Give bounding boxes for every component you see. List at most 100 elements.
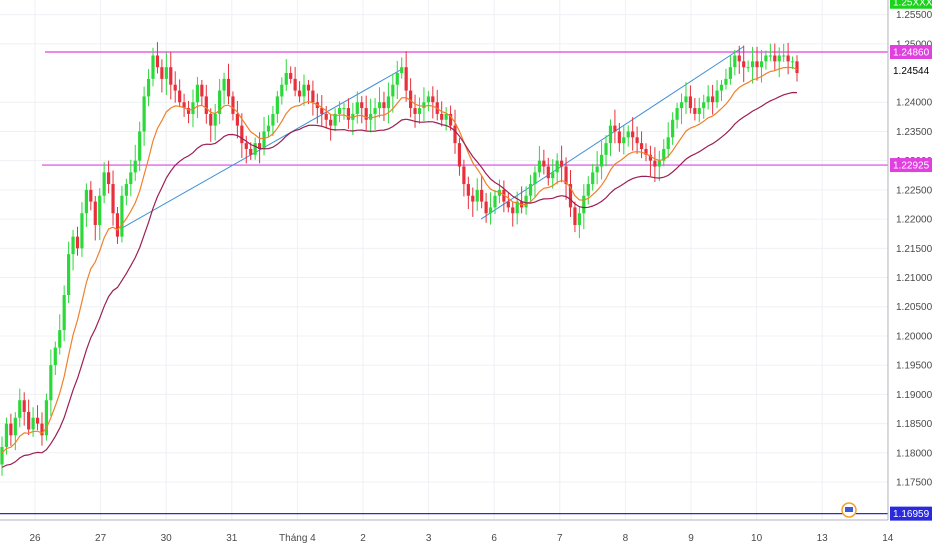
x-tick-label: 26 xyxy=(29,533,41,544)
candle-body xyxy=(631,131,635,138)
candle-body xyxy=(493,195,497,208)
candle-body xyxy=(164,67,168,79)
candle-body xyxy=(160,67,164,79)
price-badges: 1.25XXX 1.24860 1.24544 1.22925 1.16959 xyxy=(890,0,932,521)
candle-body xyxy=(546,166,550,179)
candle-body xyxy=(679,102,684,109)
candle-body xyxy=(18,400,22,418)
candle-body xyxy=(213,113,217,126)
candle-body xyxy=(728,67,732,79)
candle-body xyxy=(4,423,9,447)
candle-body xyxy=(400,67,404,74)
candle-body xyxy=(195,84,200,103)
candle-body xyxy=(568,184,573,208)
x-tick-label: 2 xyxy=(360,533,366,544)
candle-body xyxy=(573,207,577,225)
candle-body xyxy=(53,347,57,366)
candle-body xyxy=(471,195,475,202)
candle-body xyxy=(40,423,44,436)
candle-body xyxy=(577,213,581,225)
candle-body xyxy=(773,55,777,62)
candle-body xyxy=(31,417,35,430)
candle-body xyxy=(67,254,71,296)
x-tick-label: 14 xyxy=(882,533,894,544)
flag-icon-inner xyxy=(845,507,853,512)
y-tick-label: 1.20500 xyxy=(896,302,932,313)
price-badge-top: 1.25XXX xyxy=(893,0,932,8)
candle-body xyxy=(13,417,17,436)
candle-body xyxy=(306,84,311,91)
candle-body xyxy=(22,400,26,412)
trendline xyxy=(480,46,744,220)
y-tick-label: 1.21500 xyxy=(896,244,932,255)
candle-body xyxy=(364,108,368,120)
candle-body xyxy=(750,61,755,68)
candle-body xyxy=(586,184,590,196)
candle-body xyxy=(253,143,257,155)
price-badge-resistance-bg xyxy=(890,45,932,59)
trendlines xyxy=(120,46,744,230)
candle-body xyxy=(231,96,235,114)
candle-body xyxy=(502,189,506,202)
x-tick-label: 6 xyxy=(491,533,497,544)
price-badge-resistance: 1.24860 xyxy=(893,48,930,59)
candle-body xyxy=(27,411,31,430)
candles xyxy=(0,42,799,476)
candle-body xyxy=(337,108,342,114)
price-badge-support-low: 1.16959 xyxy=(893,509,930,520)
candle-body xyxy=(524,195,528,208)
candle-body xyxy=(564,166,568,185)
candle-body xyxy=(404,67,408,91)
candle-body xyxy=(777,55,781,62)
candle-body xyxy=(44,400,49,436)
candle-body xyxy=(382,102,386,109)
price-badge-support-mid-bg xyxy=(890,158,932,173)
candle-body xyxy=(138,131,142,161)
candle-body xyxy=(311,90,315,103)
candle-body xyxy=(555,160,559,173)
candle-body xyxy=(369,113,373,120)
candle-body xyxy=(551,172,555,179)
candle-body xyxy=(604,143,608,155)
candle-body xyxy=(595,166,599,173)
candle-body xyxy=(626,131,630,138)
candle-body xyxy=(182,102,186,109)
candle-body xyxy=(484,201,488,214)
candle-body xyxy=(280,84,284,97)
candle-body xyxy=(129,172,133,185)
candle-body xyxy=(671,119,675,138)
candle-body xyxy=(599,154,604,167)
candle-body xyxy=(537,160,542,173)
candle-body xyxy=(782,55,786,57)
candle-body xyxy=(191,102,195,114)
candle-body xyxy=(759,61,764,68)
y-tick-label: 1.19000 xyxy=(896,390,932,401)
candle-body xyxy=(466,184,470,196)
candle-body xyxy=(511,207,515,214)
candle-body xyxy=(275,96,279,114)
candle-body xyxy=(693,108,697,114)
candle-body xyxy=(409,90,413,109)
y-tick-label: 1.22500 xyxy=(896,185,932,196)
candle-body xyxy=(178,90,182,103)
candle-body xyxy=(111,184,115,214)
candle-body xyxy=(444,113,448,120)
candle-body xyxy=(249,148,253,155)
candle-body xyxy=(9,423,13,436)
candle-body xyxy=(448,113,453,126)
candle-body xyxy=(244,143,248,149)
price-badge-current-bg xyxy=(890,63,932,78)
y-tick-label: 1.17500 xyxy=(896,478,932,489)
candle-body xyxy=(666,137,670,149)
candle-body xyxy=(422,102,426,109)
candle-body xyxy=(377,102,382,109)
candle-body xyxy=(662,148,666,161)
candle-body xyxy=(320,108,324,114)
candle-body xyxy=(391,84,395,97)
candle-body xyxy=(635,137,639,144)
candle-body xyxy=(49,365,53,401)
y-tick-label: 1.20000 xyxy=(896,331,932,342)
candle-body xyxy=(395,73,399,85)
